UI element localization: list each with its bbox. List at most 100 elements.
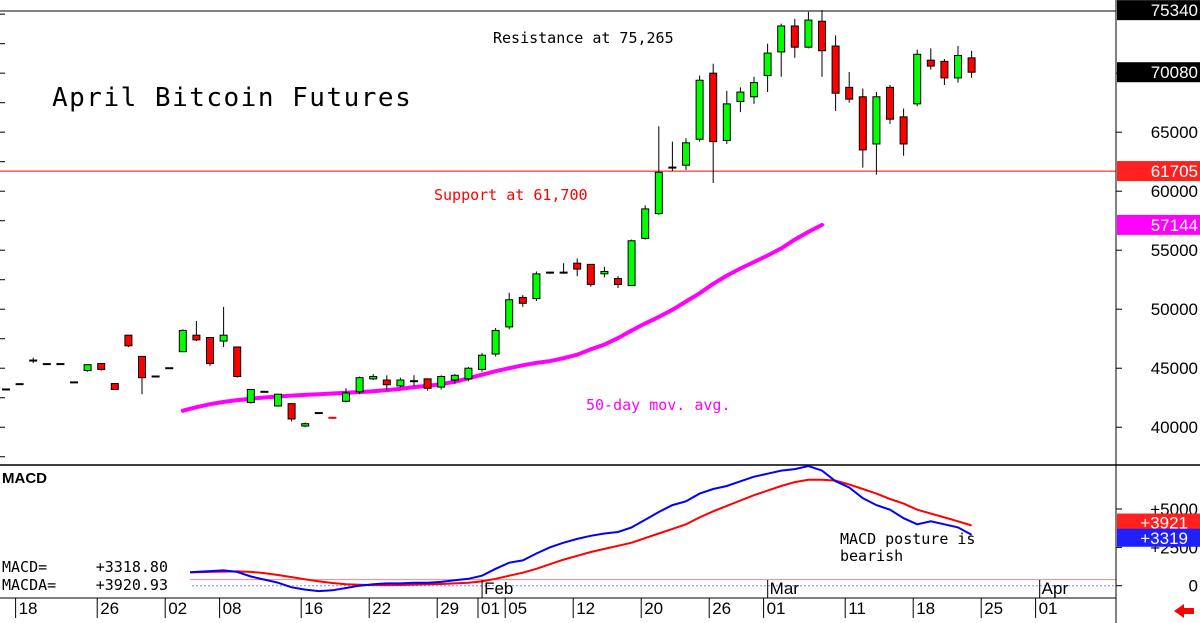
candle-body (124, 334, 133, 347)
candle (491, 328, 500, 357)
macd-annotation-line-1: MACD posture is (840, 530, 975, 548)
candle-body (437, 375, 446, 388)
moving-average-line (180, 222, 824, 413)
candle-body (654, 171, 663, 215)
candle (954, 46, 962, 83)
candle (355, 376, 364, 395)
candle (410, 375, 418, 386)
candle (818, 10, 826, 77)
candle-body (750, 82, 758, 98)
macda-readout-label: MACDA= (2, 576, 56, 594)
candle (886, 84, 894, 124)
price-y-tick-label: 65000 (1151, 123, 1198, 142)
candle-body (858, 96, 867, 151)
candle-body (233, 346, 242, 377)
candle (573, 258, 582, 277)
candle (219, 306, 228, 347)
candle (858, 88, 867, 168)
candle-body (505, 299, 514, 328)
candle-body (926, 59, 935, 67)
candle-body (695, 79, 704, 140)
candle (274, 393, 282, 407)
candle-body (382, 379, 391, 386)
price-panel: 40000450005000055000600006500070000 7534… (0, 0, 1200, 458)
candle-body (450, 374, 459, 381)
candle-body (301, 423, 310, 427)
candle-body (600, 270, 609, 275)
moving-average-label: 50-day mov. avg. (586, 396, 731, 414)
candle (423, 378, 432, 391)
candle-body (954, 54, 962, 79)
candle-body (913, 53, 922, 105)
candle (518, 295, 527, 307)
candle-body (736, 91, 745, 102)
x-axis-label: 25 (984, 599, 1003, 618)
candle (763, 43, 772, 93)
candle-body (396, 379, 405, 387)
candle (178, 329, 187, 353)
price-tag-label: 75340 (1151, 1, 1198, 20)
x-axis-months: Feb Mar Apr (481, 579, 1069, 598)
candle (369, 374, 378, 381)
candle-body (369, 375, 378, 380)
candle-body (845, 86, 854, 100)
price-y-ticks: 40000450005000055000600006500070000 (0, 13, 1198, 458)
candle-body (246, 388, 255, 403)
candle (845, 71, 854, 103)
candle (505, 292, 514, 330)
x-axis-label: 02 (168, 599, 187, 618)
candle (777, 23, 786, 77)
candle (301, 422, 310, 428)
price-tag-label: 57144 (1151, 216, 1198, 235)
scroll-left-arrow-icon[interactable] (1174, 604, 1194, 618)
x-axis-month-label: Apr (1042, 579, 1069, 598)
candle-body (274, 393, 282, 407)
candle-body (940, 60, 949, 79)
candle (586, 263, 595, 287)
macd-tag-box (1117, 513, 1200, 532)
candle (382, 375, 391, 391)
x-axis-label: 05 (508, 599, 527, 618)
candle (940, 59, 949, 85)
x-axis-label: 08 (223, 599, 242, 618)
x-axis-label: 18 (916, 599, 935, 618)
macd-readout-box (0, 556, 190, 596)
candle-body (532, 273, 541, 300)
candle-body (790, 25, 799, 48)
candle-body (342, 392, 350, 402)
x-axis-label: 22 (372, 599, 391, 618)
candle (750, 76, 758, 104)
price-tag-label: 61705 (1151, 162, 1198, 181)
x-axis-label: 16 (304, 599, 323, 618)
candle-body (627, 240, 636, 287)
candle (695, 75, 704, 142)
candle-body (287, 403, 296, 420)
candle-body (97, 363, 106, 370)
candle (546, 271, 554, 274)
candle-body (573, 262, 582, 270)
macd-readout-value: +3318.80 (96, 558, 168, 576)
candle (967, 50, 976, 78)
price-y-tick-label: 40000 (1151, 418, 1198, 437)
candle (736, 87, 745, 113)
candle (899, 108, 908, 156)
candle (437, 375, 446, 390)
candle (192, 321, 201, 342)
price-y-tick-label: 50000 (1151, 300, 1198, 319)
candle-body (586, 263, 595, 285)
x-axis-label: 12 (576, 599, 595, 618)
candle (328, 416, 337, 419)
candle (138, 355, 146, 395)
x-axis-label: 01 (1039, 599, 1058, 618)
candle-body (804, 19, 813, 48)
macd-annotation-line-2: bearish (840, 547, 903, 565)
chart-title: April Bitcoin Futures (52, 83, 412, 113)
price-tag-box (1117, 161, 1200, 182)
candle-body (967, 57, 976, 73)
candle-body (206, 337, 214, 365)
candle (233, 346, 242, 378)
candle (641, 205, 650, 240)
candles (2, 10, 976, 428)
candle (29, 357, 38, 363)
candle (926, 48, 935, 70)
